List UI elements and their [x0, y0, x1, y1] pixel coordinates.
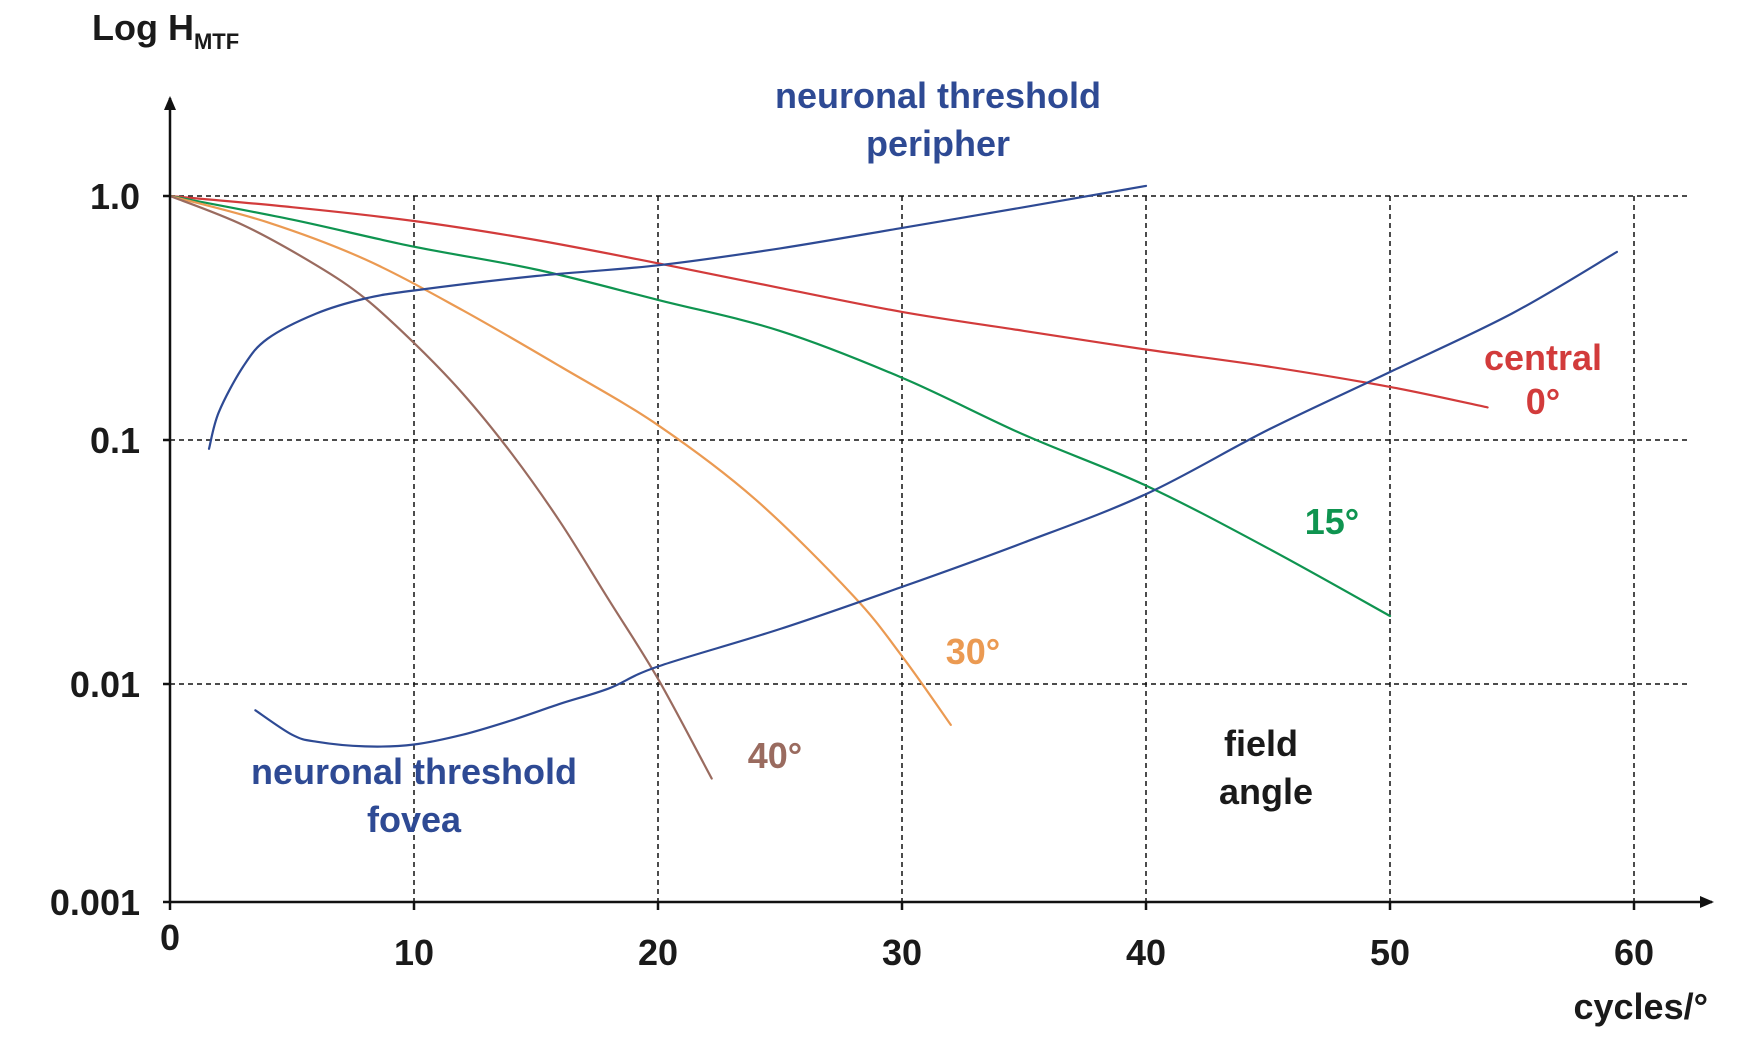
y-axis-label-subscript: MTF [194, 29, 239, 54]
series-line-neuronal-threshold-peripher [207, 184, 1148, 450]
series-label-neuronal-threshold-fovea-line-1: neuronal threshold [251, 751, 577, 792]
series-label-15deg-line-1: 15° [1305, 501, 1359, 542]
series-line-30deg [168, 194, 952, 726]
series-label-neuronal-threshold-fovea-line-2: fovea [367, 799, 462, 840]
x-tick-label-2: 20 [638, 932, 678, 973]
annotation-field-angle-line-2: angle [1219, 771, 1313, 812]
series-label-neuronal-threshold-peripher-line-1: neuronal threshold [775, 75, 1101, 116]
x-tick-label-3: 30 [882, 932, 922, 973]
series-label-30deg-line-1: 30° [946, 631, 1000, 672]
annotation-field-angle-line-1: field [1224, 723, 1298, 764]
series-lines [168, 184, 1618, 780]
series-line-central-0deg [168, 194, 1489, 409]
annotation-field-angle: field angle [1219, 723, 1313, 812]
y-tick-label-0: 1.0 [90, 176, 140, 217]
series-label-30deg: 30° [946, 631, 1000, 672]
gridlines [170, 195, 1688, 902]
y-tick-label-3: 0.001 [50, 882, 140, 923]
series-line-15deg [168, 194, 1392, 618]
x-tick-label-0: 0 [160, 917, 180, 958]
series-label-central-0deg-line-2: 0° [1526, 381, 1560, 422]
series-line-40deg [168, 194, 713, 780]
series-label-central-0deg: central 0° [1484, 337, 1602, 422]
y-tick-label-1: 0.1 [90, 420, 140, 461]
x-tick-label-6: 60 [1614, 932, 1654, 973]
x-tick-label-4: 40 [1126, 932, 1166, 973]
series-label-central-0deg-line-1: central [1484, 337, 1602, 378]
series-label-40deg: 40° [748, 735, 802, 776]
y-tick-label-2: 0.01 [70, 664, 140, 705]
series-label-neuronal-threshold-fovea: neuronal threshold fovea [251, 751, 577, 840]
series-line-neuronal-threshold-fovea [254, 250, 1618, 748]
tick-labels: 1.0 0.1 0.01 0.001 0 10 20 30 40 50 60 [50, 176, 1654, 973]
x-tick-label-1: 10 [394, 932, 434, 973]
series-label-40deg-line-1: 40° [748, 735, 802, 776]
series-label-neuronal-threshold-peripher: neuronal threshold peripher [775, 75, 1101, 164]
series-label-neuronal-threshold-peripher-line-2: peripher [866, 123, 1010, 164]
x-tick-label-5: 50 [1370, 932, 1410, 973]
axes [164, 96, 1714, 908]
series-labels: central 0° 15° 30° 40° neuronal threshold fove… [251, 75, 1602, 840]
y-axis-label-main: Log H [92, 7, 194, 48]
series-label-15deg: 15° [1305, 501, 1359, 542]
y-axis-label: Log HMTF [92, 7, 239, 54]
x-axis-label: cycles/° [1573, 986, 1708, 1027]
